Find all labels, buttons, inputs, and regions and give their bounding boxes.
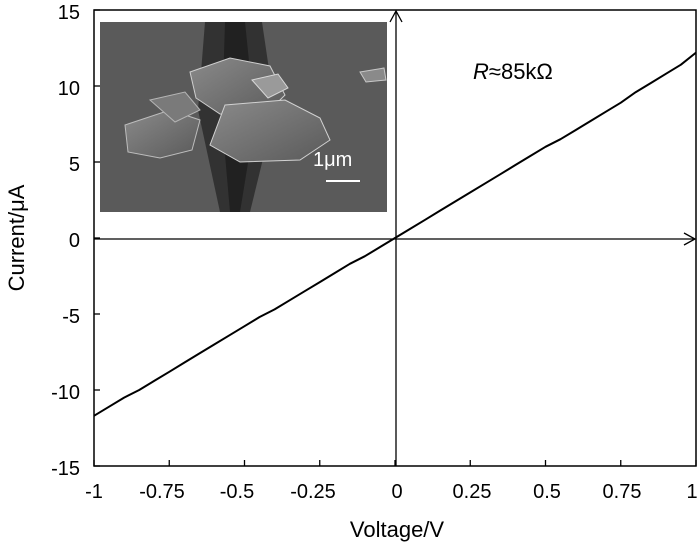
series-line-iv	[93, 51, 697, 417]
x-tick-label: -0.75	[139, 481, 185, 503]
y-axis-title: Current/μA	[4, 184, 29, 291]
resistance-value: ≈85kΩ	[489, 59, 553, 84]
y-tick-label: -15	[51, 458, 80, 480]
y-tick-label: -10	[51, 382, 80, 404]
x-tick-label: 0	[391, 481, 402, 503]
x-axis-title: Voltage/V	[350, 517, 445, 542]
x-tick-label: -0.25	[290, 481, 336, 503]
x-tick-label: -0.5	[220, 481, 254, 503]
resistance-symbol: R	[473, 59, 489, 84]
y-tick-label: 10	[58, 78, 80, 100]
sem-inset-image	[100, 22, 387, 212]
y-tick-label: 15	[58, 2, 80, 24]
y-axis-arrowhead	[389, 9, 403, 23]
y-tick-label: 5	[69, 154, 80, 176]
y-axis-ticks: 15 10 5 0 -5 -10 -15	[51, 2, 100, 480]
x-tick-label: 0.5	[533, 481, 561, 503]
scale-bar-label: 1μm	[313, 149, 352, 171]
x-tick-label: 0.75	[603, 481, 642, 503]
x-tick-label: -1	[85, 481, 103, 503]
x-axis-ticks: -1 -0.75 -0.5 -0.25 0 0.25 0.5 0.75 1	[85, 460, 698, 503]
resistance-annotation: R≈85kΩ	[473, 59, 553, 84]
y-tick-label: -5	[62, 306, 80, 328]
y-tick-label: 0	[69, 230, 80, 252]
x-axis-arrowhead	[683, 232, 697, 246]
x-tick-label: 1	[686, 481, 697, 503]
x-tick-label: 0.25	[453, 481, 492, 503]
